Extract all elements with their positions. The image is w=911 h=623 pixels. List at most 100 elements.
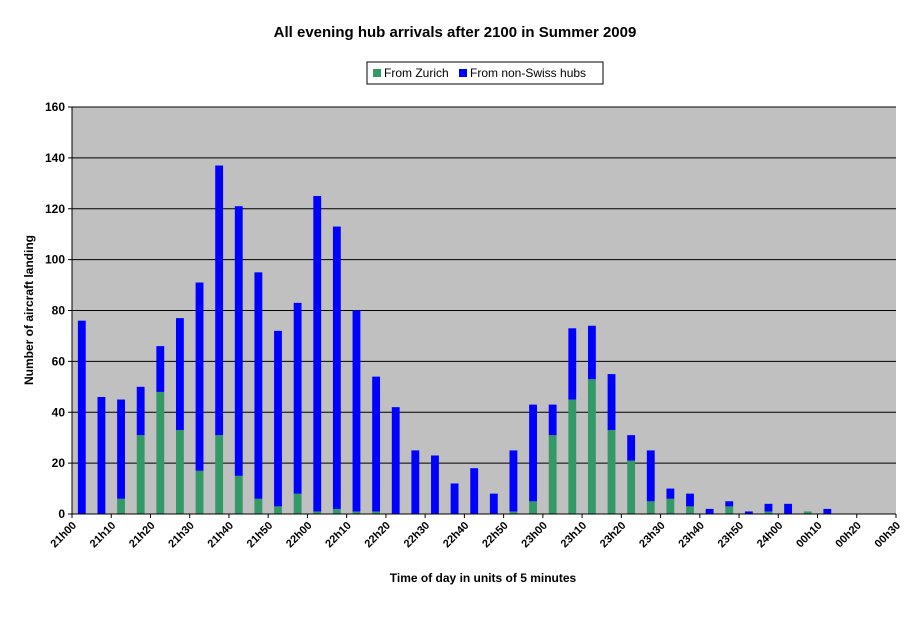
- bar-from-non-swiss-hubs: [136, 386, 145, 436]
- bar-from-non-swiss-hubs: [705, 508, 714, 514]
- bar-from-non-swiss-hubs: [725, 501, 734, 507]
- bar-from-non-swiss-hubs: [607, 374, 616, 431]
- bar-from-non-swiss-hubs: [568, 328, 577, 400]
- x-tick-label: 21h40: [206, 520, 237, 551]
- bar-from-non-swiss-hubs: [254, 272, 263, 499]
- bar-from-non-swiss-hubs: [587, 325, 596, 380]
- bar-from-zurich: [254, 498, 263, 514]
- bar-from-zurich: [509, 511, 518, 514]
- x-tick-label: 21h30: [166, 520, 197, 551]
- bar-from-zurich: [587, 379, 596, 514]
- bar-from-non-swiss-hubs: [646, 450, 655, 502]
- bar-from-non-swiss-hubs: [391, 407, 400, 514]
- bar-from-non-swiss-hubs: [529, 404, 537, 502]
- x-tick-label: 00h30: [873, 520, 904, 551]
- bar-from-non-swiss-hubs: [97, 396, 106, 514]
- bar-from-non-swiss-hubs: [431, 455, 439, 514]
- y-tick-label: 100: [45, 253, 65, 267]
- legend-swatch-zurich: [373, 69, 381, 77]
- x-tick-label: 00h20: [833, 520, 864, 551]
- bar-from-non-swiss-hubs: [823, 508, 832, 514]
- bar-from-non-swiss-hubs: [744, 511, 753, 514]
- bar-from-non-swiss-hubs: [450, 483, 459, 514]
- legend-box: [366, 61, 604, 85]
- bar-from-non-swiss-hubs: [293, 302, 302, 494]
- y-tick-label: 20: [52, 456, 66, 470]
- bar-from-non-swiss-hubs: [666, 488, 675, 499]
- bar-from-zurich: [136, 435, 145, 514]
- y-tick-label: 60: [52, 354, 66, 368]
- bar-from-non-swiss-hubs: [274, 330, 282, 507]
- bar-from-zurich: [175, 430, 184, 514]
- bar-from-zurich: [274, 506, 282, 514]
- x-tick-label: 23h40: [676, 520, 707, 551]
- bar-from-zurich: [764, 511, 773, 514]
- bars: [77, 165, 832, 514]
- legend-label-zurich: From Zurich: [384, 66, 449, 80]
- bar-from-non-swiss-hubs: [489, 493, 498, 514]
- bar-from-non-swiss-hubs: [215, 165, 224, 436]
- bar-from-zurich: [156, 391, 165, 514]
- y-tick-label: 0: [58, 507, 65, 521]
- x-axis-label: Time of day in units of 5 minutes: [390, 571, 577, 585]
- bar-from-non-swiss-hubs: [411, 450, 420, 514]
- x-tick-label: 21h50: [245, 520, 276, 551]
- bar-from-non-swiss-hubs: [784, 503, 793, 514]
- bar-from-zurich: [215, 435, 224, 514]
- bar-from-zurich: [372, 511, 381, 514]
- x-tick-label: 22h50: [480, 520, 511, 551]
- x-tick-label: 23h30: [637, 520, 668, 551]
- bar-from-non-swiss-hubs: [234, 206, 243, 476]
- x-tick-label: 21h10: [88, 520, 119, 551]
- x-tick-label: 24h00: [755, 520, 786, 551]
- bar-from-zurich: [293, 493, 302, 514]
- bar-from-non-swiss-hubs: [156, 346, 165, 392]
- bar-from-zurich: [332, 508, 341, 514]
- bar-from-non-swiss-hubs: [195, 282, 204, 471]
- bar-from-zurich: [803, 511, 812, 514]
- bar-from-zurich: [607, 430, 616, 514]
- chart-title: All evening hub arrivals after 2100 in S…: [274, 24, 637, 41]
- bar-from-non-swiss-hubs: [686, 493, 694, 507]
- bar-from-zurich: [686, 506, 694, 514]
- x-tick-label: 23h20: [598, 520, 629, 551]
- x-tick-label: 22h30: [402, 520, 433, 551]
- bar-from-zurich: [725, 506, 734, 514]
- bar-from-zurich: [352, 511, 361, 514]
- legend: From Zurich From non-Swiss hubs: [366, 61, 604, 85]
- bar-from-non-swiss-hubs: [313, 196, 322, 512]
- bar-from-non-swiss-hubs: [175, 318, 184, 431]
- legend-swatch-non-swiss: [459, 69, 467, 77]
- bar-from-non-swiss-hubs: [509, 450, 518, 512]
- x-tick-label: 22h20: [362, 520, 393, 551]
- bar-from-zurich: [234, 475, 243, 514]
- x-tick-label: 23h00: [519, 520, 550, 551]
- bar-from-non-swiss-hubs: [627, 435, 636, 461]
- x-tick-label: 22h10: [323, 520, 354, 551]
- y-tick-label: 140: [45, 151, 65, 165]
- bar-from-zurich: [529, 501, 537, 514]
- y-axis-label: Number of aircraft landing: [22, 235, 36, 385]
- x-tick-label: 22h40: [441, 520, 472, 551]
- x-tick-label: 23h10: [559, 520, 590, 551]
- y-tick-label: 160: [45, 100, 65, 114]
- bar-from-non-swiss-hubs: [117, 399, 125, 499]
- bar-from-zurich: [548, 435, 557, 514]
- bar-from-zurich: [627, 460, 636, 514]
- bar-from-non-swiss-hubs: [77, 320, 86, 514]
- legend-label-non-swiss: From non-Swiss hubs: [470, 66, 586, 80]
- y-ticks: 0 20 40 60 80 100 120 140 160: [45, 100, 72, 521]
- bar-from-non-swiss-hubs: [470, 468, 479, 514]
- x-tick-label: 22h00: [284, 520, 315, 551]
- x-tick-label: 21h20: [127, 520, 158, 551]
- bar-from-zurich: [117, 498, 125, 514]
- bar-from-zurich: [195, 470, 204, 514]
- bar-from-zurich: [568, 399, 577, 514]
- bar-from-zurich: [313, 511, 322, 514]
- bar-from-non-swiss-hubs: [548, 404, 557, 436]
- y-tick-label: 40: [52, 405, 66, 419]
- bar-from-zurich: [666, 498, 675, 514]
- bar-from-non-swiss-hubs: [764, 503, 773, 512]
- bar-from-non-swiss-hubs: [352, 310, 361, 512]
